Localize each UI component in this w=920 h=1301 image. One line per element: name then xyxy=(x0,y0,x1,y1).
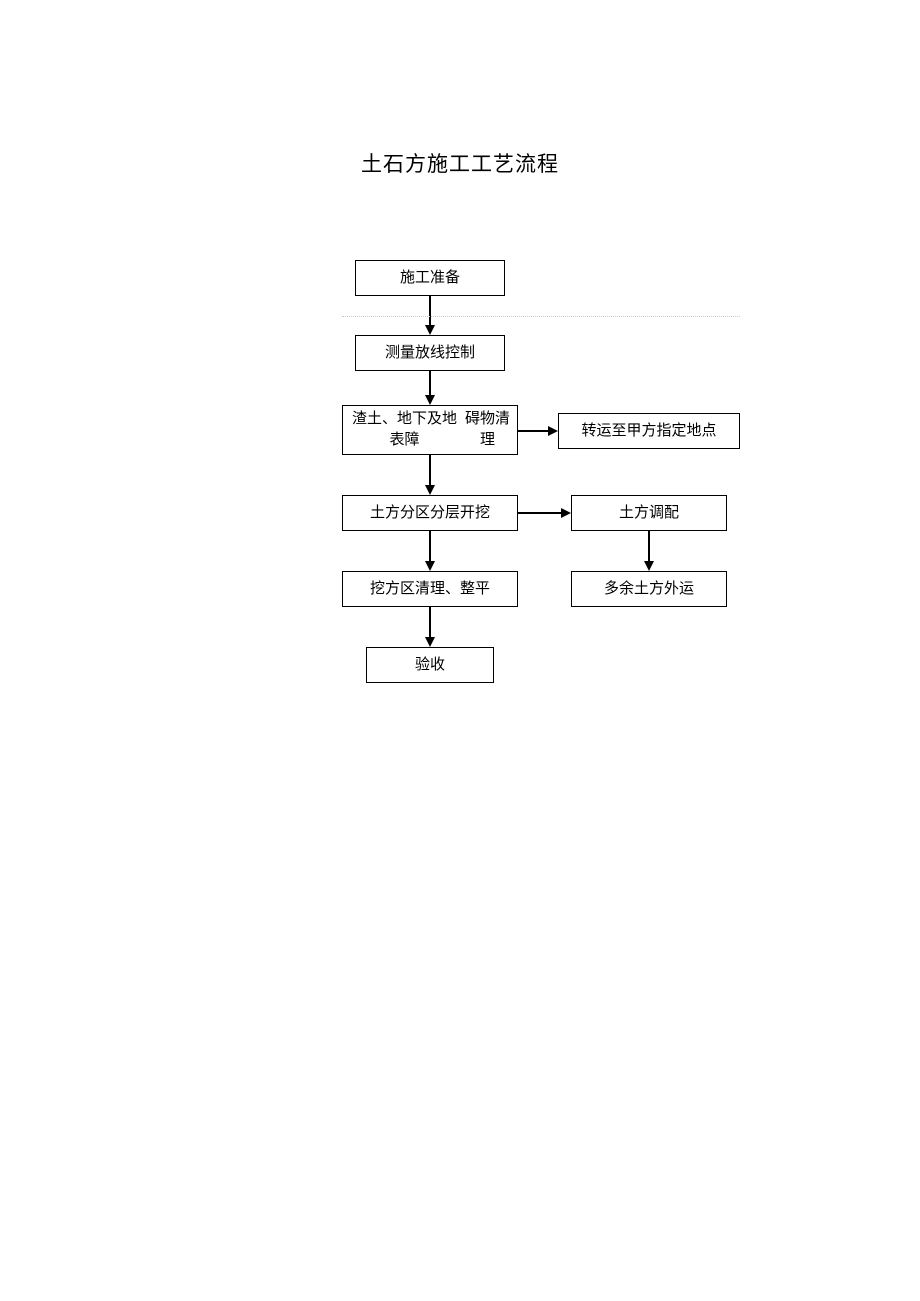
arrow-head-icon xyxy=(548,426,558,436)
arrow-head-icon xyxy=(425,637,435,647)
edge-line xyxy=(429,455,431,487)
edge-line xyxy=(429,531,431,563)
flowchart-node-n4: 土方分区分层开挖 xyxy=(342,495,518,531)
flowchart-container: 施工准备测量放线控制渣土、地下及地表障碍物清理土方分区分层开挖挖方区清理、整平验… xyxy=(0,0,920,1301)
edge-line xyxy=(429,607,431,639)
arrow-head-icon xyxy=(644,561,654,571)
edge-line xyxy=(518,430,550,432)
edge-line xyxy=(429,296,431,327)
flowchart-node-n1: 施工准备 xyxy=(355,260,505,296)
arrow-head-icon xyxy=(425,485,435,495)
edge-line xyxy=(518,512,563,514)
arrow-head-icon xyxy=(425,561,435,571)
flowchart-node-n6: 验收 xyxy=(366,647,494,683)
flowchart-node-n5: 挖方区清理、整平 xyxy=(342,571,518,607)
edge-line xyxy=(429,371,431,397)
flowchart-node-n7: 转运至甲方指定地点 xyxy=(558,413,740,449)
arrow-head-icon xyxy=(425,395,435,405)
flowchart-node-n8: 土方调配 xyxy=(571,495,727,531)
flowchart-node-n2: 测量放线控制 xyxy=(355,335,505,371)
arrow-head-icon xyxy=(561,508,571,518)
edge-line xyxy=(648,531,650,563)
flowchart-node-n3: 渣土、地下及地表障碍物清理 xyxy=(342,405,518,455)
flowchart-node-n9: 多余土方外运 xyxy=(571,571,727,607)
guide-line xyxy=(342,316,740,317)
arrow-head-icon xyxy=(425,325,435,335)
